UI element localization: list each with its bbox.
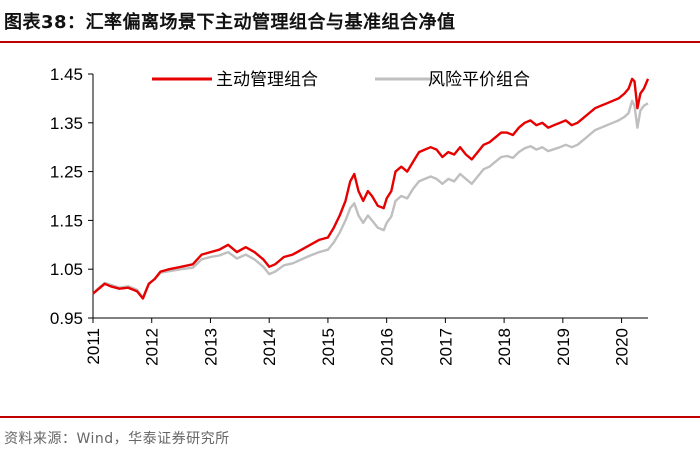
source-note: 资料来源：Wind，华泰证券研究所: [4, 431, 230, 447]
y-tick-label: 1.35: [50, 114, 83, 133]
x-tick-label: 2020: [613, 328, 632, 366]
x-tick-label: 2016: [378, 328, 397, 366]
x-tick-label: 2018: [495, 328, 514, 366]
axes: 0.95 1.05 1.15 1.25 1.35 1.45 2011 2012 2013 2014…: [50, 65, 648, 366]
chart-area: 0.95 1.05 1.15 1.25 1.35 1.45 2011 2012 2013 2014…: [0, 44, 700, 414]
x-tick-label: 2011: [84, 328, 103, 365]
y-tick-label: 1.15: [50, 211, 83, 230]
x-tick-label: 2014: [260, 328, 279, 366]
figure-title: 图表38：汇率偏离场景下主动管理组合与基准组合净值: [4, 8, 456, 34]
x-tick-label: 2012: [143, 328, 162, 366]
legend-label: 风险平价组合: [428, 70, 530, 90]
series-line-benchmark: [92, 99, 649, 299]
legend-label: 主动管理组合: [216, 70, 318, 90]
figure-title-text: 汇率偏离场景下主动管理组合与基准组合净值: [85, 12, 456, 33]
y-tick-label: 1.05: [50, 260, 83, 279]
series-line-active: [92, 77, 650, 300]
y-tick-label: 0.95: [50, 309, 83, 328]
x-tick-label: 2017: [436, 328, 455, 366]
y-tick-label: 1.25: [50, 163, 83, 182]
legend: 主动管理组合 风险平价组合: [152, 70, 530, 90]
x-tick-label: 2013: [201, 328, 220, 366]
figure-label: 图表38：: [4, 12, 86, 33]
x-tick-label: 2019: [554, 328, 573, 366]
footer-divider: [0, 416, 700, 418]
title-divider: [0, 41, 700, 43]
x-tick-label: 2015: [319, 328, 338, 366]
figure-header: 图表38：汇率偏离场景下主动管理组合与基准组合净值: [0, 0, 700, 38]
line-chart: 0.95 1.05 1.15 1.25 1.35 1.45 2011 2012 2013 2014…: [50, 65, 650, 366]
y-tick-label: 1.45: [50, 65, 83, 84]
series-layer: [92, 77, 650, 300]
